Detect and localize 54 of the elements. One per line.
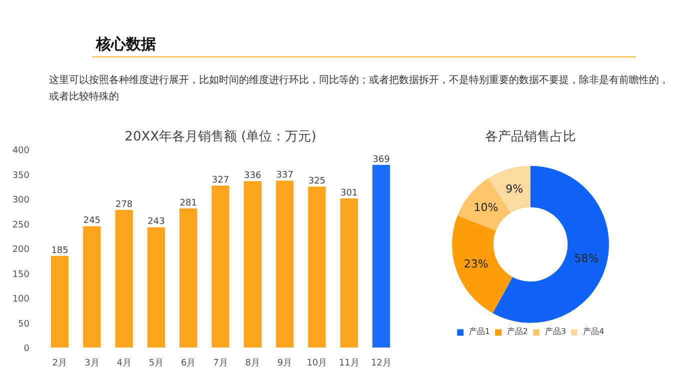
bar — [147, 227, 166, 348]
data-label: 243 — [148, 217, 165, 228]
x-tick-label: 11月 — [338, 358, 360, 368]
bar — [340, 198, 358, 348]
data-label: 369 — [372, 154, 390, 165]
data-label: 185 — [51, 246, 68, 256]
x-tick-label: 10月 — [306, 358, 328, 368]
data-label: 336 — [244, 171, 262, 182]
x-tick-label: 2月 — [52, 358, 68, 368]
bar — [372, 164, 390, 348]
x-tick-label: 7月 — [213, 358, 228, 368]
y-tick-label: 0 — [24, 344, 30, 354]
bar — [50, 256, 69, 348]
y-tick-label: 50 — [18, 319, 30, 330]
x-tick-label: 12月 — [370, 358, 392, 368]
data-label: 301 — [340, 188, 358, 199]
chart-title: 各产品销售占比 — [485, 130, 576, 144]
y-tick-label: 350 — [12, 170, 30, 181]
y-tick-label: 200 — [12, 245, 30, 255]
data-label: 58% — [574, 252, 599, 266]
data-label: 337 — [276, 170, 294, 181]
data-label: 327 — [212, 176, 230, 186]
data-label: 281 — [180, 198, 197, 208]
legend-label: 产品4 — [583, 326, 604, 337]
x-tick-label: 9月 — [277, 358, 292, 368]
x-tick-label: 5月 — [148, 358, 164, 368]
data-label: 278 — [115, 200, 133, 210]
y-tick-label: 300 — [12, 196, 30, 206]
legend-label: 产品3 — [545, 326, 566, 337]
bar — [115, 210, 133, 348]
data-label: 9% — [506, 182, 524, 196]
text: 这里可以按照各种维度进行展开，比如时间的维度进行环比，同比等的；或者把数据拆开，不是特别重要的数据不要提，除非是有前瞻性的，或者比较特殊的 — [48, 74, 669, 103]
data-label: 325 — [308, 176, 326, 187]
y-tick-label: 250 — [12, 220, 30, 230]
bar — [212, 186, 230, 348]
legend-label: 产品2 — [506, 326, 528, 337]
data-label: 245 — [83, 216, 101, 226]
legend-label: 产品1 — [468, 326, 490, 337]
x-tick-label: 8月 — [245, 358, 260, 368]
bar — [308, 186, 326, 348]
text: 核心数据 — [95, 34, 156, 53]
bar — [244, 181, 262, 348]
data-label: 23% — [464, 257, 488, 270]
y-tick-label: 150 — [12, 270, 30, 280]
data-label: 10% — [474, 201, 498, 214]
x-tick-label: 3月 — [84, 358, 100, 368]
x-tick-label: 6月 — [180, 358, 196, 368]
bar — [180, 208, 198, 348]
y-tick-label: 400 — [12, 146, 30, 156]
chart-title: 20XX年各月销售额 (单位：万元) — [124, 130, 316, 144]
x-tick-label: 4月 — [116, 358, 132, 368]
y-tick-label: 100 — [12, 294, 30, 304]
bar — [276, 180, 294, 348]
bar — [83, 226, 101, 348]
